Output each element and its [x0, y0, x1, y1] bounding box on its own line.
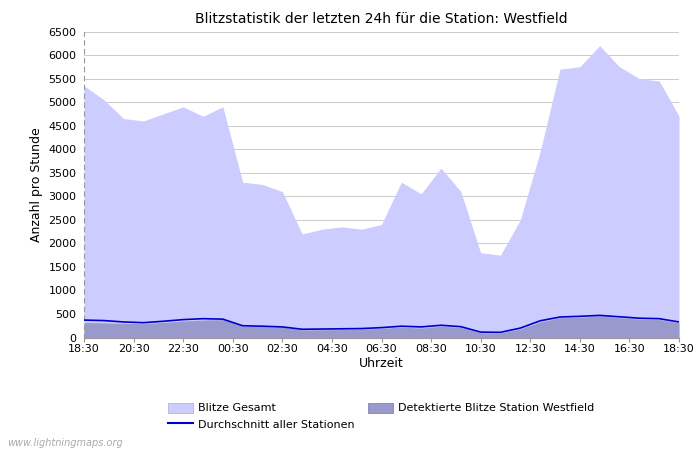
X-axis label: Uhrzeit: Uhrzeit	[359, 357, 404, 370]
Title: Blitzstatistik der letzten 24h für die Station: Westfield: Blitzstatistik der letzten 24h für die S…	[195, 12, 568, 26]
Text: www.lightningmaps.org: www.lightningmaps.org	[7, 438, 122, 448]
Y-axis label: Anzahl pro Stunde: Anzahl pro Stunde	[29, 127, 43, 242]
Legend: Blitze Gesamt, Durchschnitt aller Stationen, Detektierte Blitze Station Westfiel: Blitze Gesamt, Durchschnitt aller Statio…	[164, 398, 599, 434]
